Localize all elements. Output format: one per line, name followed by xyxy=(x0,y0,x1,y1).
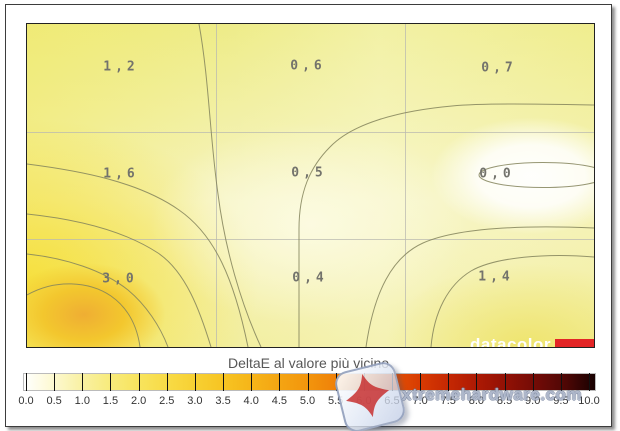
grid-line-horizontal-2 xyxy=(27,239,594,240)
cell-value-label: 3,0 xyxy=(102,271,138,287)
colorbar-tick xyxy=(476,373,478,391)
contour-plot: 1,2 0,6 0,7 1,6 0,5 0,0 3,0 0,4 1,4 data… xyxy=(26,23,595,348)
colorbar-tick xyxy=(251,373,253,391)
colorbar-tick xyxy=(448,373,450,391)
cell-value-label: 0,4 xyxy=(292,270,328,286)
datacolor-wordmark: datacolor xyxy=(470,335,552,348)
colorbar-tick-label: 4.5 xyxy=(271,395,287,407)
colorbar-ticks xyxy=(26,373,590,391)
colorbar-tick-label: 9.0 xyxy=(525,395,541,407)
colorbar-tick-label: 7.5 xyxy=(440,395,456,407)
cell-value-label: 1,2 xyxy=(103,59,139,75)
chart-frame: 1,2 0,6 0,7 1,6 0,5 0,0 3,0 0,4 1,4 data… xyxy=(5,4,612,427)
colorbar-tick-label: 6.0 xyxy=(356,395,372,407)
colorbar-tick-label: 10.0 xyxy=(578,395,600,407)
colorbar-tick xyxy=(54,373,56,391)
colorbar-tick xyxy=(26,373,27,391)
colorbar xyxy=(23,373,596,391)
colorbar-tick-label: 4.0 xyxy=(243,395,259,407)
colorbar-tick-label: 5.0 xyxy=(299,395,316,407)
colorbar-tick-label: 0.0 xyxy=(18,395,34,407)
colorbar-tick xyxy=(194,373,196,391)
datacolor-logo: datacolor xyxy=(470,334,594,348)
colorbar-tick-label: 8.5 xyxy=(496,395,513,407)
colorbar-tick xyxy=(110,373,112,391)
cell-value-label: 0,7 xyxy=(481,60,517,76)
colorbar-title: DeltaE al valore più vicino xyxy=(227,355,390,371)
grid-line-horizontal-1 xyxy=(27,132,594,133)
colorbar-tick xyxy=(532,373,534,391)
contour-lines-svg xyxy=(27,24,594,347)
grid-line-vertical-2 xyxy=(405,24,406,347)
colorbar-tick-labels: 0.0 0.5 1.0 1.5 2.0 2.5 3.0 3.5 4.0 4.5 … xyxy=(18,395,599,409)
colorbar-tick-label: 1.0 xyxy=(74,395,90,407)
colorbar-tick-label: 5.5 xyxy=(327,395,344,407)
cell-value-label: 0,5 xyxy=(291,165,327,181)
cell-value-label: 0,6 xyxy=(290,58,326,74)
colorbar-tick-label: 1.5 xyxy=(102,395,119,407)
datacolor-red-bar xyxy=(555,339,594,347)
colorbar-tick xyxy=(166,373,168,391)
colorbar-tick xyxy=(307,373,309,391)
colorbar-tick xyxy=(420,373,422,391)
colorbar-tick-label: 6.5 xyxy=(384,395,400,407)
colorbar-tick xyxy=(391,373,393,391)
colorbar-tick-label: 2.5 xyxy=(159,395,175,407)
colorbar-tick xyxy=(560,373,562,391)
colorbar-tick xyxy=(363,373,365,391)
colorbar-tick xyxy=(82,373,84,391)
colorbar-tick-label: 8.0 xyxy=(468,395,485,407)
colorbar-tick-label: 7.0 xyxy=(412,395,428,407)
colorbar-tick xyxy=(279,373,281,391)
colorbar-tick-label: 3.0 xyxy=(187,395,203,407)
colorbar-tick xyxy=(138,373,140,391)
colorbar-tick-label: 0.5 xyxy=(46,395,62,407)
colorbar-tick-label: 2.0 xyxy=(130,395,147,407)
colorbar-tick xyxy=(589,373,590,391)
colorbar-tick xyxy=(335,373,337,391)
cell-value-label: 1,6 xyxy=(103,166,139,182)
colorbar-tick xyxy=(504,373,506,391)
colorbar-tick-label: 9.5 xyxy=(553,395,569,407)
colorbar-tick xyxy=(223,373,225,391)
colorbar-tick-label: 3.5 xyxy=(215,395,231,407)
cell-value-label: 0,0 xyxy=(479,166,515,182)
cell-value-label: 1,4 xyxy=(478,269,514,285)
